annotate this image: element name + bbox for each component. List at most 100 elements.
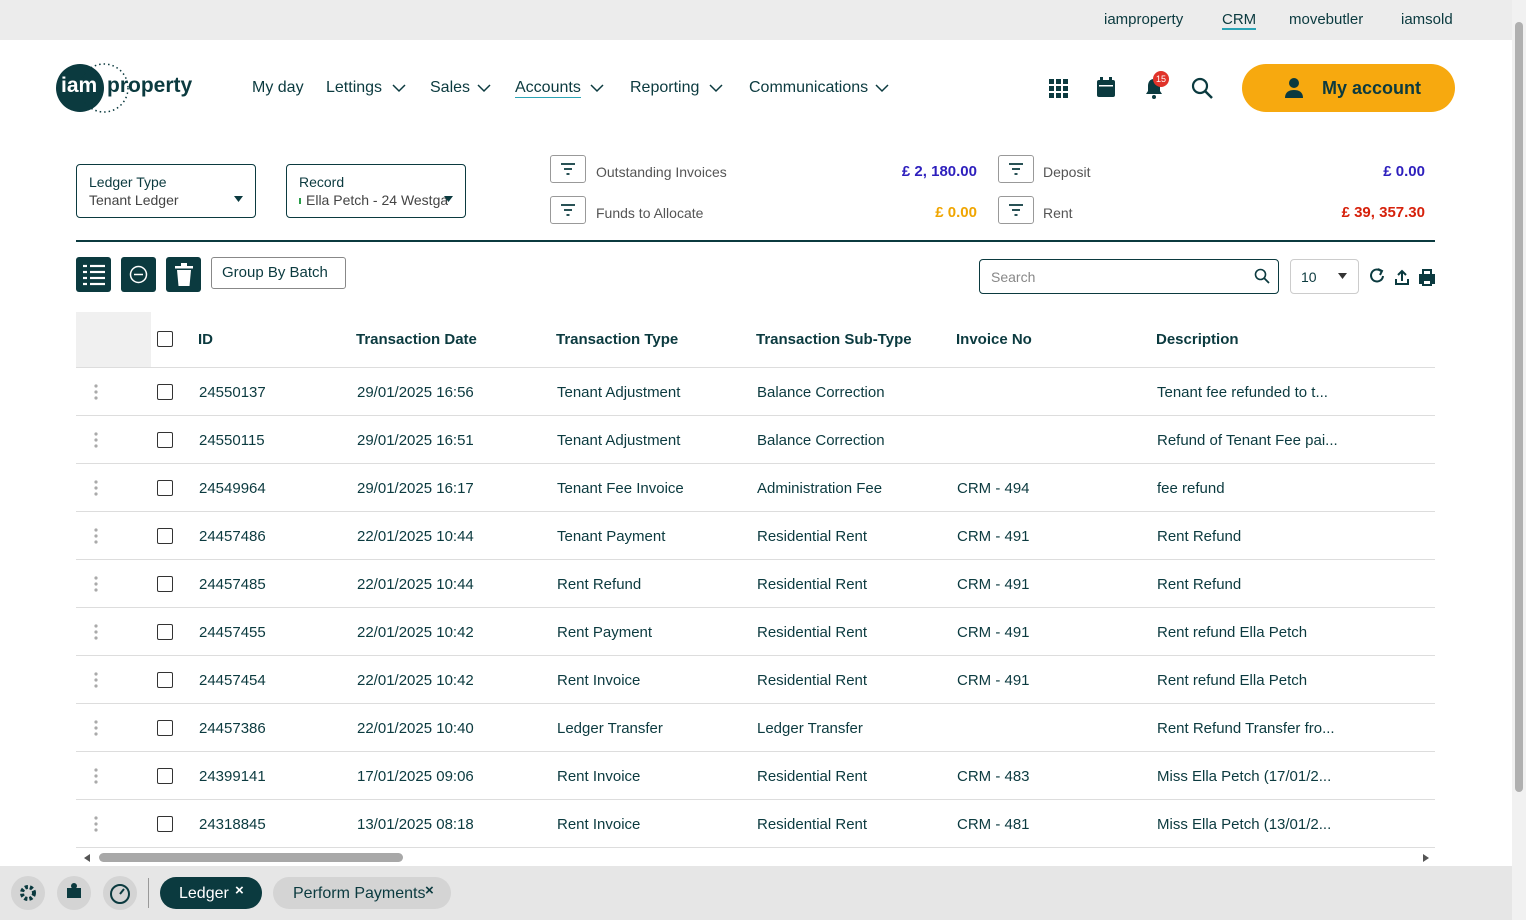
top-link[interactable]: CRM <box>1222 11 1257 30</box>
table-row <box>76 416 1435 464</box>
table-cell: 24457486 <box>199 528 266 545</box>
row-menu[interactable] <box>94 671 98 689</box>
logo-mark[interactable] <box>54 62 140 114</box>
table-cell: Rent Payment <box>557 624 653 641</box>
table-cell: Ledger Transfer <box>757 720 863 737</box>
column-header[interactable]: Transaction Type <box>556 331 679 348</box>
top-bar <box>0 0 1512 40</box>
apps-icon[interactable] <box>1047 77 1069 99</box>
table-row <box>76 512 1435 560</box>
table-cell: 22/01/2025 10:44 <box>357 576 474 593</box>
table-row <box>76 704 1435 752</box>
table-cell: Rent Refund Transfer fro... <box>1157 720 1335 737</box>
row-checkbox[interactable] <box>157 528 173 544</box>
table-cell: Tenant Fee Invoice <box>557 480 684 497</box>
divider <box>76 240 1435 242</box>
table-cell: Ledger Transfer <box>557 720 663 737</box>
calendar-icon[interactable] <box>1095 76 1117 98</box>
filter-button[interactable] <box>550 196 586 224</box>
row-checkbox[interactable] <box>157 480 173 496</box>
scroll-arrows[interactable] <box>84 853 1434 863</box>
row-menu[interactable] <box>94 575 98 593</box>
nav-item[interactable]: My day <box>252 79 304 96</box>
table-row <box>76 800 1435 848</box>
column-header[interactable]: Invoice No <box>956 331 1032 348</box>
row-menu[interactable] <box>94 767 98 785</box>
account-button[interactable] <box>1242 64 1455 112</box>
filter-icon <box>561 163 575 175</box>
row-menu[interactable] <box>94 431 98 449</box>
chevron <box>590 84 604 93</box>
table-cell: Rent Refund <box>557 576 642 593</box>
header-spacer <box>76 312 151 367</box>
dropdown-caret <box>444 196 453 202</box>
row-checkbox[interactable] <box>157 768 173 784</box>
table-cell: Residential Rent <box>757 768 868 785</box>
page-size-select[interactable] <box>1290 259 1359 294</box>
table-cell: CRM - 483 <box>957 768 1030 785</box>
nav-item[interactable]: Accounts <box>515 79 581 98</box>
row-menu[interactable] <box>94 623 98 641</box>
chevron <box>477 84 491 93</box>
tab-label: Perform Payments <box>293 885 426 902</box>
table-cell: CRM - 491 <box>957 672 1030 689</box>
table-cell: Tenant Adjustment <box>557 384 681 401</box>
search-icon[interactable] <box>1190 76 1214 100</box>
bottom-icons[interactable] <box>10 875 140 911</box>
table-cell: 29/01/2025 16:56 <box>357 384 474 401</box>
row-menu[interactable] <box>94 527 98 545</box>
row-menu[interactable] <box>94 815 98 833</box>
column-header[interactable]: ID <box>198 331 213 348</box>
row-menu[interactable] <box>94 383 98 401</box>
nav-item[interactable]: Reporting <box>630 79 700 96</box>
top-link[interactable]: iamsold <box>1401 11 1453 28</box>
column-header[interactable]: Transaction Date <box>356 331 477 348</box>
list-view-button[interactable] <box>76 257 111 292</box>
select-all-checkbox[interactable] <box>157 331 173 347</box>
search-input[interactable] <box>979 259 1279 294</box>
record-select[interactable] <box>286 164 466 218</box>
filter-button[interactable] <box>550 155 586 183</box>
row-checkbox[interactable] <box>157 432 173 448</box>
nav-item[interactable]: Lettings <box>326 79 383 96</box>
row-checkbox[interactable] <box>157 816 173 832</box>
row-checkbox[interactable] <box>157 576 173 592</box>
tab-close[interactable]: × <box>235 882 244 899</box>
filter-button[interactable] <box>998 155 1034 183</box>
table-row <box>76 608 1435 656</box>
column-header[interactable]: Description <box>1156 331 1239 348</box>
nav-item[interactable]: Sales <box>430 79 471 96</box>
table-cell: 22/01/2025 10:44 <box>357 528 474 545</box>
table-cell: CRM - 491 <box>957 624 1030 641</box>
search-placeholder: Search <box>991 269 1036 285</box>
row-menu[interactable] <box>94 719 98 737</box>
row-checkbox[interactable] <box>157 720 173 736</box>
notification-badge: 15 <box>1153 71 1169 87</box>
filter-button[interactable] <box>998 196 1034 224</box>
ledger-type-select[interactable] <box>76 164 256 218</box>
row-checkbox[interactable] <box>157 624 173 640</box>
logo-text: iam <box>61 74 98 97</box>
group-by-batch-button[interactable] <box>211 257 346 289</box>
tab-perform-payments[interactable] <box>273 877 451 909</box>
nav-item[interactable]: Communications <box>749 79 869 96</box>
row-menu[interactable] <box>94 479 98 497</box>
top-link[interactable]: movebutler <box>1289 11 1364 28</box>
separator <box>148 878 149 908</box>
tab-ledger[interactable] <box>160 877 262 909</box>
summary-label: Outstanding Invoices <box>596 164 727 180</box>
horizontal-scroll-thumb[interactable] <box>99 853 403 862</box>
table-cell: 24318845 <box>199 816 266 833</box>
table-cell: 22/01/2025 10:40 <box>357 720 474 737</box>
minus-icon <box>129 265 148 284</box>
scroll-thumb[interactable] <box>1515 22 1523 792</box>
table-cell: fee refund <box>1157 480 1225 497</box>
tab-close[interactable]: × <box>425 882 434 899</box>
summary-value: £ 0.00 <box>935 204 977 221</box>
column-header[interactable]: Transaction Sub-Type <box>756 331 912 348</box>
row-checkbox[interactable] <box>157 384 173 400</box>
row-checkbox[interactable] <box>157 672 173 688</box>
top-link[interactable]: iamproperty <box>1104 11 1184 28</box>
summary-value: £ 2, 180.00 <box>901 163 977 180</box>
table-actions[interactable] <box>1368 267 1438 287</box>
